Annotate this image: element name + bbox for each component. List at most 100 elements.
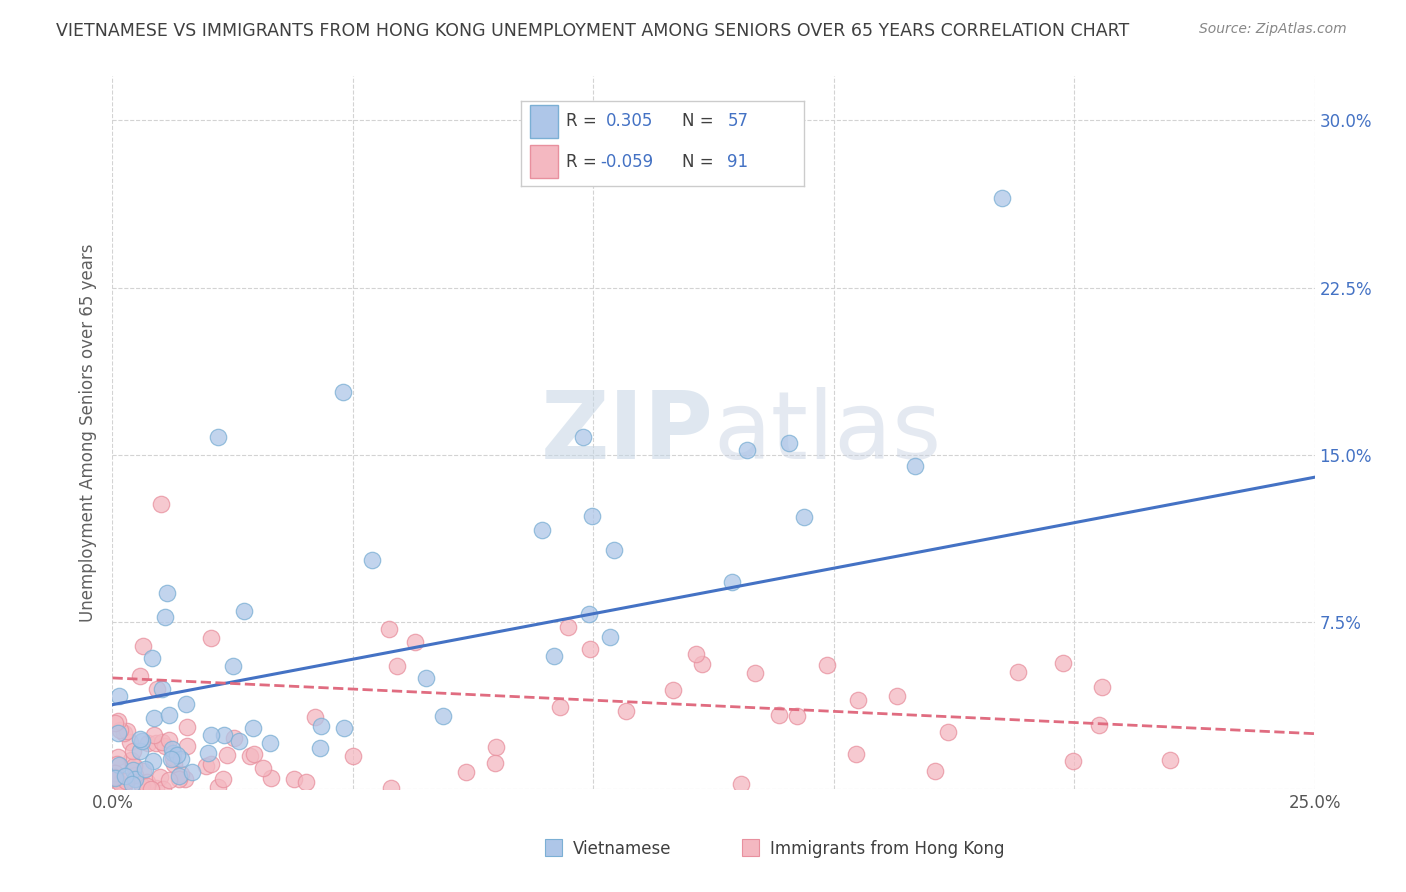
- Point: [129, 731, 152, 746]
- Point: [152, 682, 174, 697]
- Point: [142, 754, 165, 768]
- Point: [1091, 680, 1114, 694]
- Point: [162, 742, 184, 756]
- Point: [110, 776, 132, 790]
- Point: [136, 735, 159, 749]
- Point: [107, 725, 129, 739]
- Point: [599, 630, 621, 644]
- Point: [212, 728, 235, 742]
- Point: [170, 767, 193, 781]
- Point: [662, 682, 685, 697]
- Point: [484, 740, 506, 755]
- Point: [232, 604, 254, 618]
- Point: [924, 764, 946, 778]
- Point: [1007, 665, 1029, 679]
- Point: [131, 734, 153, 748]
- Point: [1159, 753, 1181, 767]
- Point: [845, 747, 868, 762]
- Point: [170, 752, 193, 766]
- Point: [129, 669, 152, 683]
- Point: [131, 639, 153, 653]
- Point: [121, 777, 143, 791]
- Point: [387, 658, 409, 673]
- Point: [259, 736, 281, 750]
- Point: [294, 775, 316, 789]
- Point: [157, 707, 180, 722]
- Point: [162, 746, 184, 760]
- Point: [139, 781, 162, 796]
- Point: [243, 747, 266, 762]
- Point: [195, 759, 218, 773]
- Point: [176, 720, 198, 734]
- Point: [120, 753, 142, 767]
- Point: [793, 510, 815, 524]
- Point: [115, 723, 138, 738]
- Point: [114, 769, 136, 783]
- Point: [361, 553, 384, 567]
- Point: [131, 779, 153, 793]
- Point: [603, 543, 626, 558]
- Point: [145, 780, 167, 795]
- Point: [309, 719, 332, 733]
- Point: [150, 735, 173, 749]
- Point: [104, 770, 127, 784]
- Point: [744, 665, 766, 680]
- Point: [108, 758, 131, 772]
- Point: [737, 442, 759, 457]
- Point: [572, 430, 595, 444]
- Point: [136, 775, 159, 789]
- Point: [200, 728, 222, 742]
- Point: [149, 497, 172, 511]
- Point: [145, 736, 167, 750]
- Point: [122, 758, 145, 772]
- Point: [169, 770, 191, 784]
- Point: [124, 772, 146, 786]
- Point: [122, 744, 145, 758]
- Point: [936, 724, 959, 739]
- Point: [815, 658, 838, 673]
- Point: [692, 657, 714, 671]
- Point: [531, 524, 554, 538]
- Point: [153, 610, 176, 624]
- Point: [174, 697, 197, 711]
- Point: [380, 780, 402, 795]
- Point: [176, 739, 198, 753]
- Text: VIETNAMESE VS IMMIGRANTS FROM HONG KONG UNEMPLOYMENT AMONG SENIORS OVER 65 YEARS: VIETNAMESE VS IMMIGRANTS FROM HONG KONG …: [56, 22, 1129, 40]
- Point: [578, 607, 600, 622]
- Point: [157, 772, 180, 787]
- Point: [415, 671, 437, 685]
- Text: ZIP: ZIP: [541, 386, 714, 479]
- Point: [163, 756, 186, 771]
- Point: [135, 780, 157, 794]
- Point: [1052, 656, 1074, 670]
- Point: [484, 756, 506, 770]
- Point: [212, 772, 235, 786]
- Point: [432, 709, 454, 723]
- Point: [228, 733, 250, 747]
- Point: [160, 752, 183, 766]
- Point: [104, 765, 127, 780]
- Point: [846, 693, 869, 707]
- Point: [152, 781, 174, 796]
- Point: [543, 648, 565, 663]
- Point: [378, 622, 401, 636]
- Point: [581, 509, 603, 524]
- Point: [730, 777, 752, 791]
- Point: [200, 757, 222, 772]
- Point: [132, 764, 155, 779]
- Point: [143, 728, 166, 742]
- Point: [134, 762, 156, 776]
- Point: [454, 764, 477, 779]
- Point: [124, 768, 146, 782]
- Point: [207, 430, 229, 444]
- Point: [174, 772, 197, 787]
- Text: Source: ZipAtlas.com: Source: ZipAtlas.com: [1199, 22, 1347, 37]
- Point: [167, 772, 190, 786]
- Point: [115, 773, 138, 788]
- Point: [404, 635, 426, 649]
- Point: [1062, 754, 1084, 768]
- Point: [579, 642, 602, 657]
- Point: [342, 749, 364, 764]
- Point: [166, 748, 188, 763]
- Point: [156, 585, 179, 599]
